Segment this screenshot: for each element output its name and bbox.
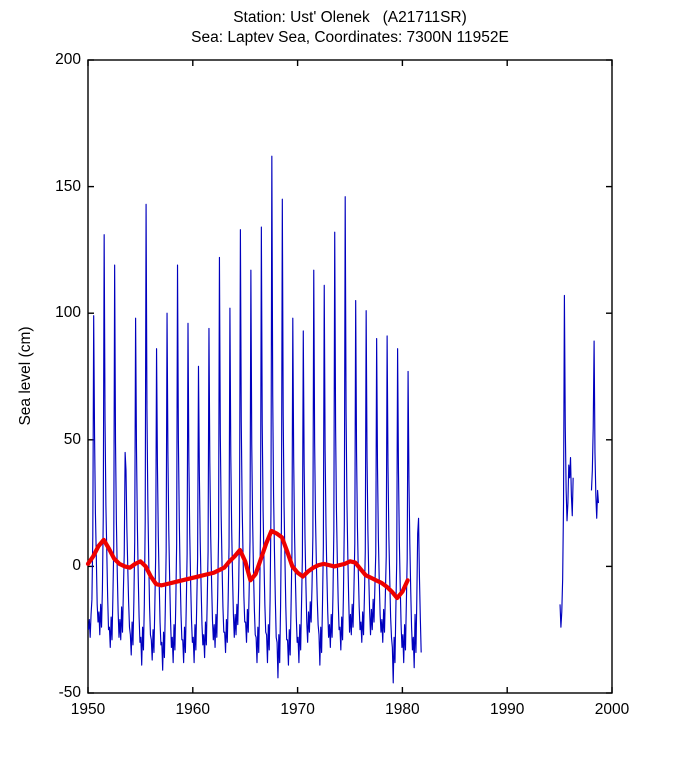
x-tick-label: 2000 bbox=[594, 701, 630, 718]
x-tick-label: 1970 bbox=[280, 701, 315, 718]
y-tick-label: 50 bbox=[63, 430, 81, 448]
y-tick-label: 0 bbox=[72, 557, 81, 575]
chart-title-line-2: Sea: Laptev Sea, Coordinates: 7300N 1195… bbox=[191, 29, 509, 46]
x-tick-label: 1960 bbox=[175, 701, 211, 718]
x-tick-label: 1980 bbox=[385, 701, 420, 718]
x-tick-label: 1990 bbox=[489, 701, 525, 718]
y-tick-label: -50 bbox=[58, 684, 81, 701]
y-tick-label: 150 bbox=[55, 177, 81, 195]
x-tick-label: 1950 bbox=[70, 701, 106, 718]
chart-title-line-1: Station: Ust' Olenek (A21711SR) bbox=[233, 9, 467, 26]
y-tick-label: 100 bbox=[55, 304, 81, 322]
y-axis-label: Sea level (cm) bbox=[17, 326, 34, 426]
y-tick-label: 200 bbox=[55, 51, 81, 68]
